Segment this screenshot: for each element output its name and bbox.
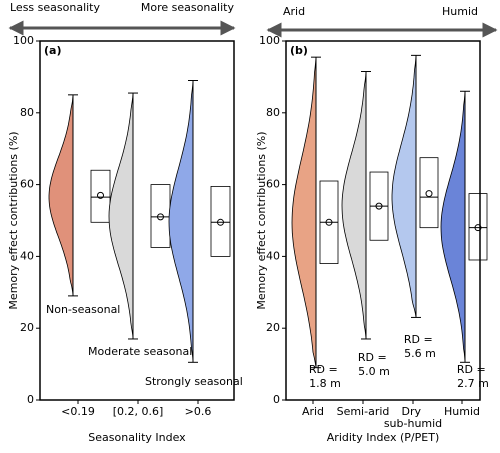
annotation: Moderate seasonal xyxy=(88,345,192,358)
annotation: RD = 5.0 m xyxy=(358,351,390,378)
x-tick-label: <0.19 xyxy=(61,405,95,418)
violin xyxy=(168,80,194,363)
box xyxy=(90,169,111,223)
y-tick-label: 20 xyxy=(266,321,280,334)
violin xyxy=(341,71,367,340)
x-tick-label: Humid xyxy=(444,405,480,418)
x-axis-label: Seasonality Index xyxy=(88,431,186,444)
violin xyxy=(440,91,466,363)
mean xyxy=(325,218,333,226)
plot-frame xyxy=(39,40,235,401)
violin xyxy=(48,94,74,296)
arrow-label: More seasonality xyxy=(141,1,235,14)
y-axis-label: Memory effect contributions (%) xyxy=(255,131,268,309)
box xyxy=(468,193,488,261)
y-tick-label: 80 xyxy=(266,106,280,119)
mean xyxy=(157,213,164,221)
y-tick-label: 40 xyxy=(20,249,34,262)
x-tick-label: Arid xyxy=(302,405,324,418)
x-tick-label: Semi-arid xyxy=(337,405,390,418)
arrow-label: Arid xyxy=(283,5,305,18)
violin xyxy=(108,93,134,340)
y-axis-label: Memory effect contributions (%) xyxy=(7,131,20,309)
panel-label: (b) xyxy=(290,44,308,57)
box xyxy=(210,185,231,257)
mean xyxy=(425,190,433,198)
y-tick-label: 0 xyxy=(27,393,34,406)
violin xyxy=(391,55,417,318)
x-tick-label: Dry sub-humid xyxy=(384,405,442,430)
x-tick-label: [0.2, 0.6] xyxy=(113,405,164,418)
y-tick-label: 100 xyxy=(13,34,34,47)
annotation: RD = 5.6 m xyxy=(404,333,436,360)
y-tick-label: 20 xyxy=(20,321,34,334)
arrow-label: Humid xyxy=(442,5,478,18)
arrow-label: Less seasonality xyxy=(10,1,100,14)
annotation: RD = 2.7 m xyxy=(457,363,489,390)
mean xyxy=(474,224,482,232)
mean xyxy=(97,191,104,199)
annotation: Non-seasonal xyxy=(46,303,120,316)
mean xyxy=(217,218,224,226)
annotation: Strongly seasonal xyxy=(145,375,243,388)
y-tick-label: 0 xyxy=(273,393,280,406)
annotation: RD = 1.8 m xyxy=(309,363,341,390)
panel-label: (a) xyxy=(44,44,61,57)
y-tick-label: 40 xyxy=(266,249,280,262)
violin xyxy=(291,57,317,368)
y-tick-label: 100 xyxy=(259,34,280,47)
box xyxy=(150,184,171,248)
y-tick-label: 80 xyxy=(20,106,34,119)
box xyxy=(419,157,439,229)
y-tick-label: 60 xyxy=(266,178,280,191)
x-tick-label: >0.6 xyxy=(185,405,212,418)
x-axis-label: Aridity Index (P/PET) xyxy=(327,431,439,444)
y-tick-label: 60 xyxy=(20,178,34,191)
mean xyxy=(375,202,383,210)
plot-frame xyxy=(285,40,481,401)
